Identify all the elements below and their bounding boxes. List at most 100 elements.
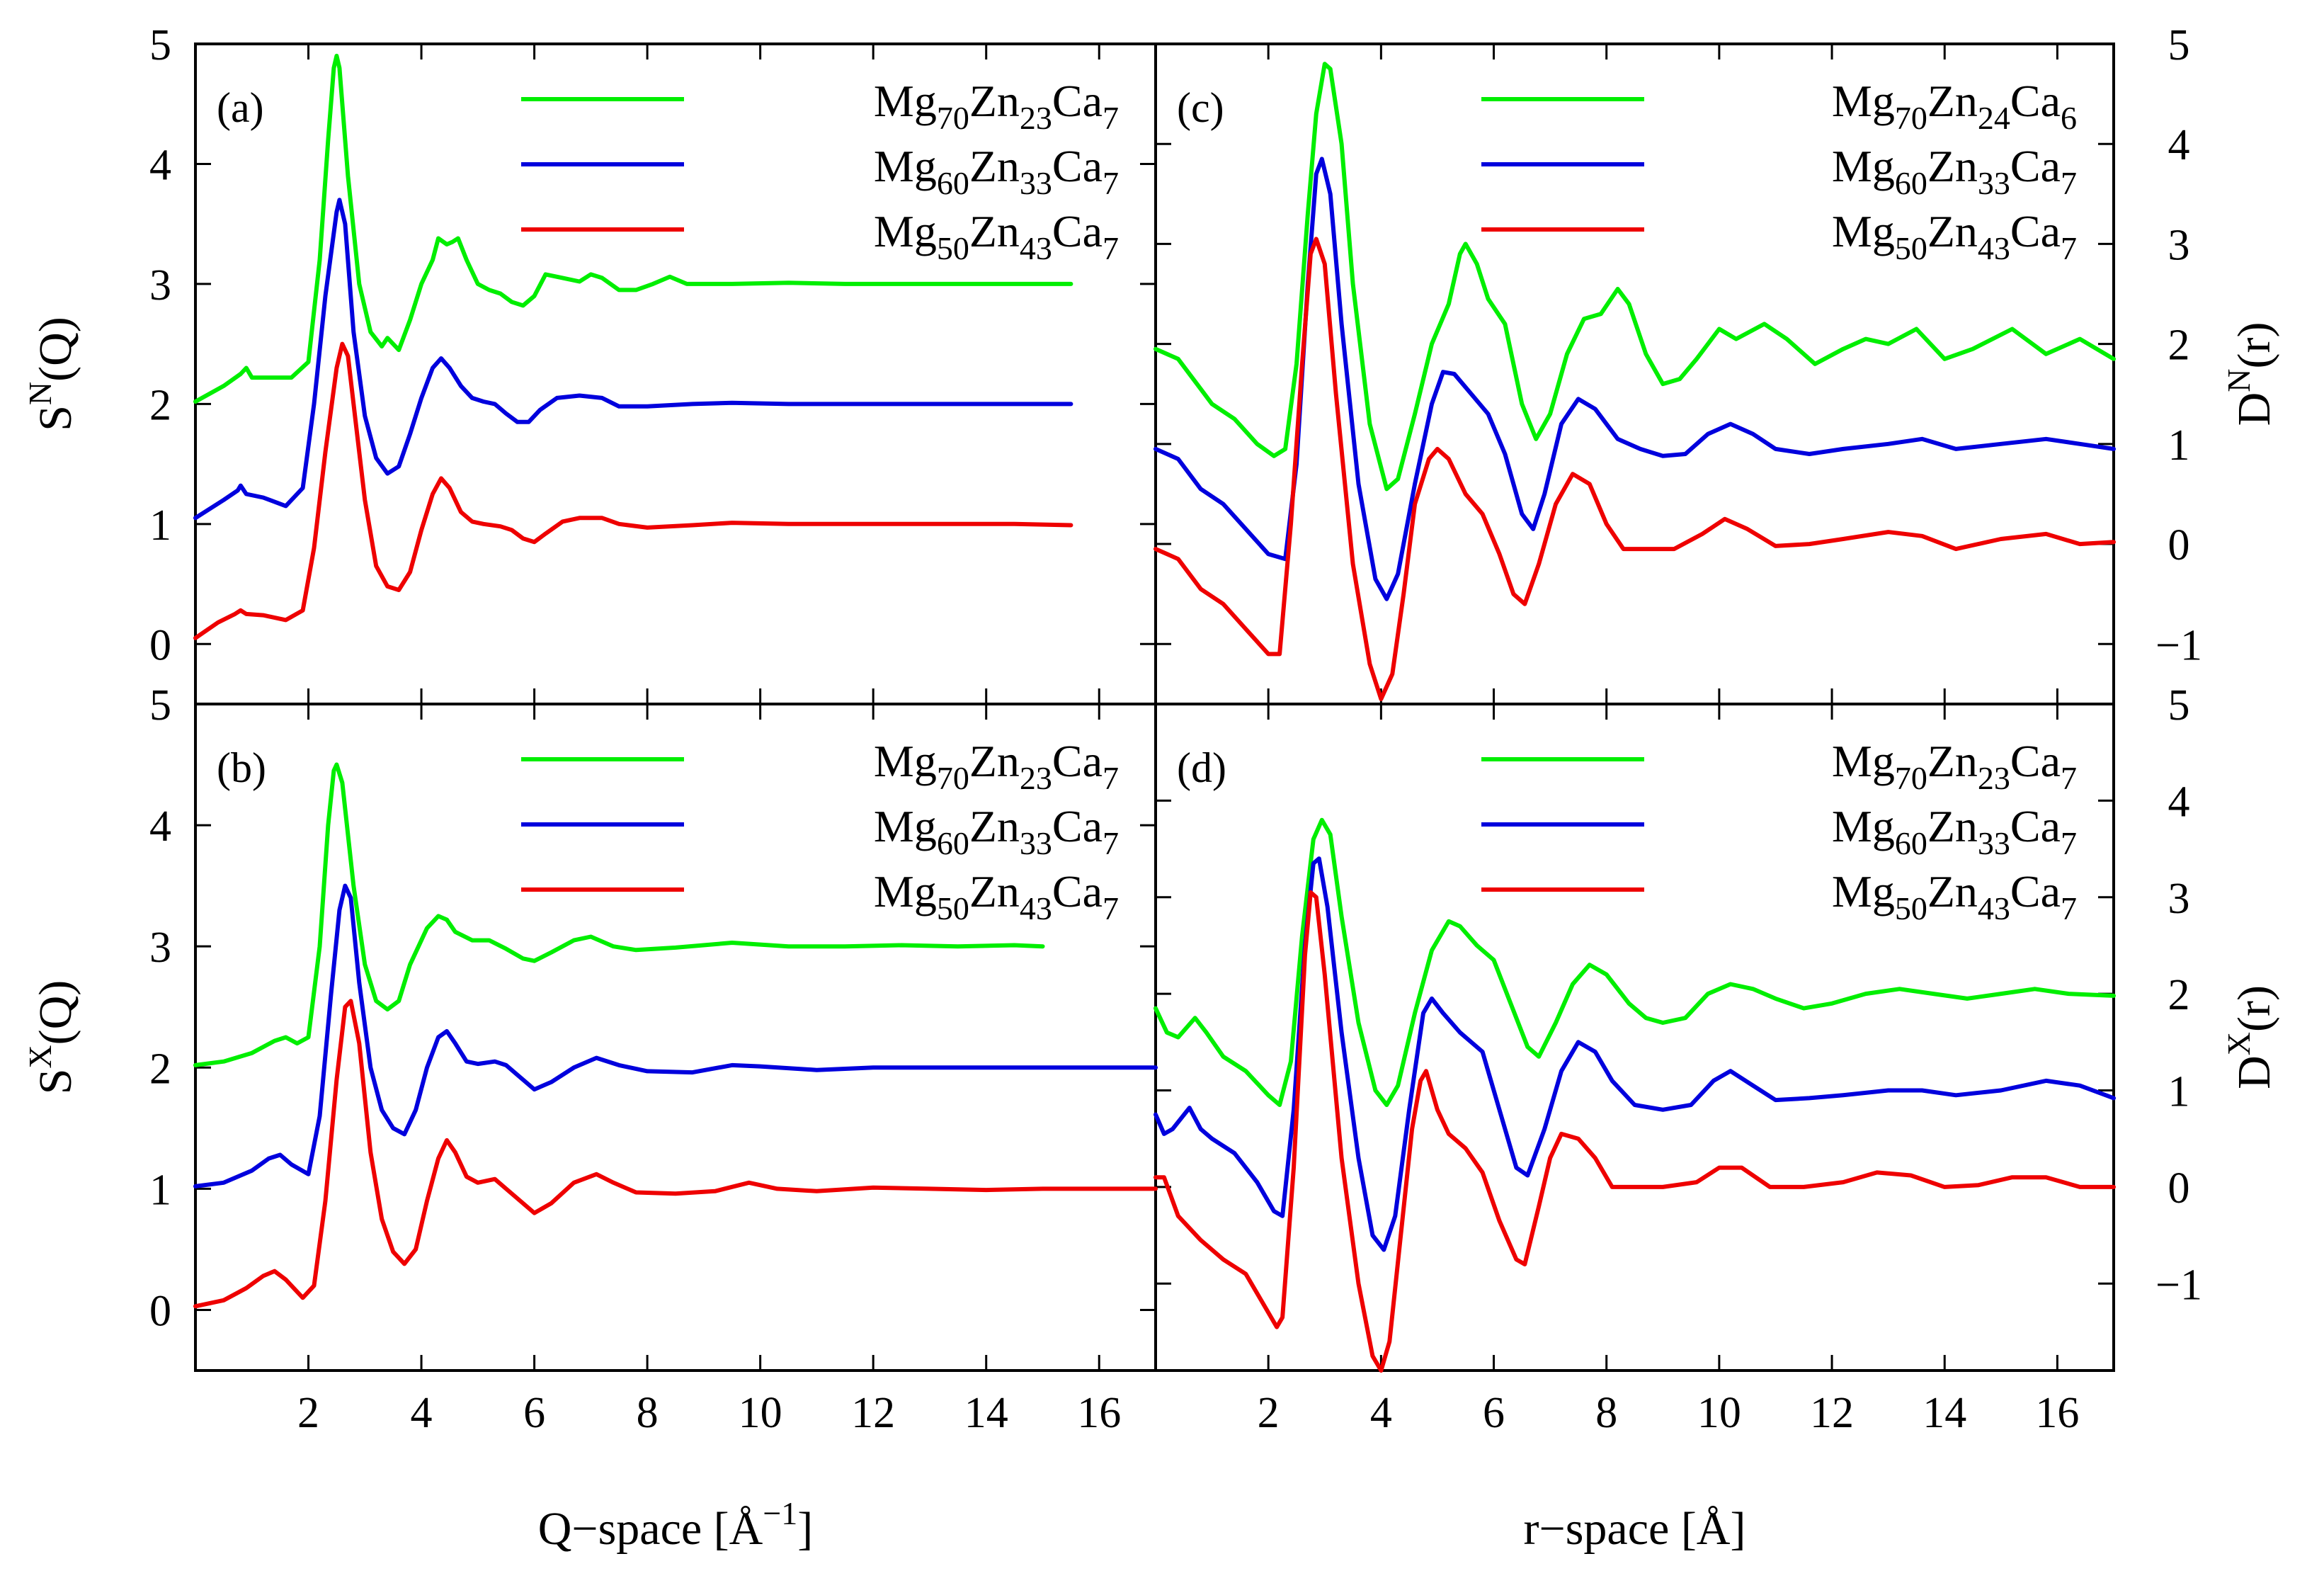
legend-entry-part: Zn [1927, 801, 1978, 851]
series-line-Mg70Zn23Ca7 [1154, 817, 2116, 1107]
legend-entry-part: 7 [2061, 890, 2077, 926]
y-axis-title-c: DN(r) [2221, 322, 2280, 426]
legend-entry-part: Zn [1927, 206, 1978, 256]
y-tick-label: 2 [2168, 971, 2190, 1019]
series-line-Mg60Zn33Ca7 [193, 883, 1158, 1188]
y-tick-label: 0 [149, 1287, 171, 1335]
labels-layer: 012345(a)SN(Q)Mg70Zn23Ca7Mg60Zn33Ca7Mg50… [22, 21, 2280, 1555]
y-axis-title-base: D [2228, 392, 2280, 426]
x-axis-title-left-sup: −1 [763, 1495, 797, 1531]
y-tick-label: 1 [149, 1166, 171, 1214]
legend-entry-part: 50 [937, 230, 969, 266]
legend-entry-part: 7 [2061, 165, 2077, 201]
series-line-Mg60Zn33Ca7 [193, 198, 1073, 521]
x-tick-label: 2 [297, 1389, 319, 1437]
legend-entry-part: Mg [874, 736, 937, 786]
panel-d-frame [1154, 703, 2115, 1372]
legend-entry-part: 7 [2061, 230, 2077, 266]
y-tick-label: 1 [149, 501, 171, 550]
x-tick-label: 10 [739, 1389, 782, 1437]
y-tick-label: 1 [2168, 421, 2190, 470]
x-tick-label: 16 [1077, 1389, 1121, 1437]
legend-entry-part: Ca [2010, 736, 2061, 786]
y-tick-label: 3 [149, 261, 171, 310]
legend-entry-part: Ca [2010, 141, 2061, 191]
panel-label-c: (c) [1177, 84, 1224, 131]
y-axis-title-rest: (r) [2228, 985, 2280, 1032]
y-tick-label: 5 [149, 21, 171, 69]
legend-entry-part: 43 [1020, 890, 1052, 926]
y-tick-label: 3 [2168, 221, 2190, 269]
legend-entry-part: 33 [1978, 165, 2010, 201]
legend-entry-part: Mg [874, 76, 937, 126]
series-line-Mg50Zn43Ca7 [1154, 237, 2116, 701]
y-tick-label: 2 [2168, 322, 2190, 370]
legend-entry-part: 50 [1895, 230, 1927, 266]
panel-d [1154, 703, 2115, 1372]
legend-entry-part: Ca [1052, 866, 1103, 917]
legend-entry-part: Ca [1052, 736, 1103, 786]
x-tick-label: 8 [1595, 1389, 1617, 1437]
y-axis-title-base: S [30, 405, 81, 431]
legend-entry-part: Zn [1927, 141, 1978, 191]
y-axis-title-a: SN(Q) [22, 317, 81, 431]
y-tick-label: 2 [149, 1045, 171, 1093]
y-tick-label: 4 [149, 802, 171, 851]
legend-entry-part: 60 [937, 165, 969, 201]
legend-entry-part: 7 [1103, 890, 1119, 926]
legend-entry-part: 70 [937, 100, 969, 136]
legend-entry: Mg70Zn24Ca6 [1832, 76, 2077, 136]
panel-label-d: (d) [1177, 744, 1226, 791]
legend-entry-part: Zn [969, 76, 1020, 126]
legend-entry-part: Ca [2010, 866, 2061, 917]
x-tick-label: 4 [411, 1389, 433, 1437]
y-axis-title-rest: (r) [2228, 322, 2280, 369]
y-tick-label: 2 [149, 381, 171, 429]
legend-entry-part: 7 [1103, 165, 1119, 201]
legend-entry: Mg70Zn23Ca7 [874, 736, 1119, 796]
panel-frames [194, 42, 2115, 1372]
legend-entry-part: Ca [1052, 76, 1103, 126]
legend-entry-part: Zn [969, 141, 1020, 191]
x-tick-label: 4 [1370, 1389, 1392, 1437]
legend-entry-part: Mg [874, 801, 937, 851]
legend-entry-part: Zn [969, 801, 1020, 851]
legend-entry: Mg50Zn43Ca7 [874, 866, 1119, 926]
legend-entry: Mg60Zn33Ca7 [874, 141, 1119, 201]
legend-entry-part: 60 [937, 825, 969, 861]
series-group-a [193, 53, 1073, 640]
legend-entry-part: 70 [1895, 100, 1927, 136]
legend-entry-part: 60 [1895, 165, 1927, 201]
y-tick-label: 5 [2168, 21, 2190, 69]
legend-entry-part: Mg [1832, 736, 1895, 786]
legend-entry-part: 7 [1103, 230, 1119, 266]
legend-entry-part: Mg [1832, 76, 1895, 126]
y-tick-label: 0 [2168, 1164, 2190, 1213]
legend-entry-part: 43 [1978, 230, 2010, 266]
legend-entry-part: 50 [937, 890, 969, 926]
y-tick-label: 1 [2168, 1068, 2190, 1116]
legend-entry-part: 33 [1020, 165, 1052, 201]
legend-entry: Mg50Zn43Ca7 [1832, 206, 2077, 266]
series-line-Mg60Zn33Ca7 [1154, 856, 2116, 1252]
series-line-Mg70Zn23Ca7 [193, 762, 1045, 1067]
x-axis-title-left-suffix: ] [797, 1503, 813, 1555]
legend-entry-part: Mg [1832, 801, 1895, 851]
x-tick-label: 14 [1923, 1389, 1966, 1437]
legend-entry-part: 7 [1103, 760, 1119, 796]
legend-entry-part: 24 [1978, 100, 2010, 136]
y-tick-label: 3 [149, 924, 171, 972]
series-group-d [1154, 817, 2116, 1373]
legend-entry-part: Mg [874, 141, 937, 191]
legend-entry-part: 33 [1020, 825, 1052, 861]
y-axis-title-sup: X [2221, 1032, 2257, 1055]
legend-entry-part: Ca [2010, 801, 2061, 851]
legend-entry-part: 7 [2061, 760, 2077, 796]
legend-entry-part: 7 [1103, 825, 1119, 861]
legend-entry-part: Mg [874, 866, 937, 917]
series-group-b [193, 762, 1158, 1309]
legend-entry: Mg60Zn33Ca7 [1832, 141, 2077, 201]
x-tick-label: 10 [1697, 1389, 1741, 1437]
legend-entry-part: Ca [2010, 206, 2061, 256]
